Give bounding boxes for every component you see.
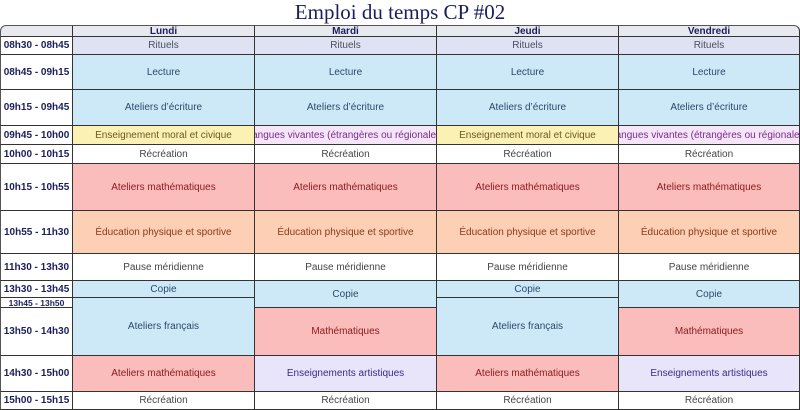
time-slot: 08h30 - 08h45 [0, 37, 73, 55]
day-header-vendredi: Vendredi [619, 25, 800, 37]
lesson-maths: Mathématiques [619, 308, 800, 356]
time-slot: 09h15 - 09h45 [0, 90, 73, 126]
lesson-pause: Pause méridienne [73, 254, 255, 281]
lesson-rituels: Rituels [255, 37, 437, 55]
day-header-lundi: Lundi [73, 25, 255, 37]
lesson-ateliers-ecriture: Ateliers d’écriture [437, 90, 619, 126]
lesson-copie: Copie [437, 281, 619, 298]
time-slot: 08h45 - 09h15 [0, 55, 73, 90]
lesson-ateliers-francais: Ateliers français [73, 298, 255, 356]
time-slot: 09h45 - 10h00 [0, 126, 73, 145]
lesson-copie: Copie [255, 281, 437, 308]
page-title: Emploi du temps CP #02 [294, 0, 506, 24]
lesson-recreation: Récréation [73, 145, 255, 164]
lesson-ateliers-maths: Ateliers mathématiques [437, 356, 619, 392]
lesson-recreation: Récréation [619, 145, 800, 164]
time-slot: 13h30 - 13h45 [0, 281, 73, 298]
time-slot: 10h00 - 10h15 [0, 145, 73, 164]
lesson-ateliers-maths: Ateliers mathématiques [73, 356, 255, 392]
day-header-jeudi: Jeudi [437, 25, 619, 37]
lesson-ateliers-ecriture: Ateliers d’écriture [619, 90, 800, 126]
lesson-recreation: Récréation [619, 392, 800, 410]
lesson-lecture: Lecture [255, 55, 437, 90]
lesson-pause: Pause méridienne [255, 254, 437, 281]
lesson-ateliers-ecriture: Ateliers d’écriture [73, 90, 255, 126]
lesson-recreation: Récréation [437, 145, 619, 164]
day-header-mardi: Mardi [255, 25, 437, 37]
lesson-emc: Enseignement moral et civique [437, 126, 619, 145]
lesson-ateliers-maths: Ateliers mathématiques [619, 164, 800, 211]
corner-header [0, 25, 73, 37]
lesson-rituels: Rituels [73, 37, 255, 55]
time-slot: 14h30 - 15h00 [0, 356, 73, 392]
lesson-rituels: Rituels [619, 37, 800, 55]
lesson-lecture: Lecture [437, 55, 619, 90]
lesson-ateliers-francais: Ateliers français [437, 298, 619, 356]
time-slot: 11h30 - 13h30 [0, 254, 73, 281]
lesson-eps: Éducation physique et sportive [437, 211, 619, 254]
lesson-lecture: Lecture [73, 55, 255, 90]
lesson-copie: Copie [73, 281, 255, 298]
lesson-lecture: Lecture [619, 55, 800, 90]
lesson-recreation: Récréation [255, 392, 437, 410]
lesson-pause: Pause méridienne [619, 254, 800, 281]
time-slot: 15h00 - 15h15 [0, 392, 73, 410]
lesson-ateliers-maths: Ateliers mathématiques [73, 164, 255, 211]
lesson-recreation: Récréation [437, 392, 619, 410]
lesson-recreation: Récréation [255, 145, 437, 164]
lesson-arts: Enseignements artistiques [619, 356, 800, 392]
time-slot: 10h55 - 11h30 [0, 211, 73, 254]
lesson-langues: Langues vivantes (étrangères ou régional… [255, 126, 437, 145]
lesson-recreation: Récréation [73, 392, 255, 410]
time-slot: 10h15 - 10h55 [0, 164, 73, 211]
lesson-copie: Copie [619, 281, 800, 308]
lesson-arts: Enseignements artistiques [255, 356, 437, 392]
lesson-langues: Langues vivantes (étrangères ou régional… [619, 126, 800, 145]
lesson-pause: Pause méridienne [437, 254, 619, 281]
lesson-eps: Éducation physique et sportive [73, 211, 255, 254]
lesson-eps: Éducation physique et sportive [619, 211, 800, 254]
lesson-ateliers-maths: Ateliers mathématiques [437, 164, 619, 211]
lesson-ateliers-ecriture: Ateliers d’écriture [255, 90, 437, 126]
time-slot: 13h45 - 13h50 [0, 298, 73, 308]
lesson-maths: Mathématiques [255, 308, 437, 356]
lesson-eps: Éducation physique et sportive [255, 211, 437, 254]
lesson-ateliers-maths: Ateliers mathématiques [255, 164, 437, 211]
lesson-rituels: Rituels [437, 37, 619, 55]
lesson-emc: Enseignement moral et civique [73, 126, 255, 145]
time-slot: 13h50 - 14h30 [0, 308, 73, 356]
